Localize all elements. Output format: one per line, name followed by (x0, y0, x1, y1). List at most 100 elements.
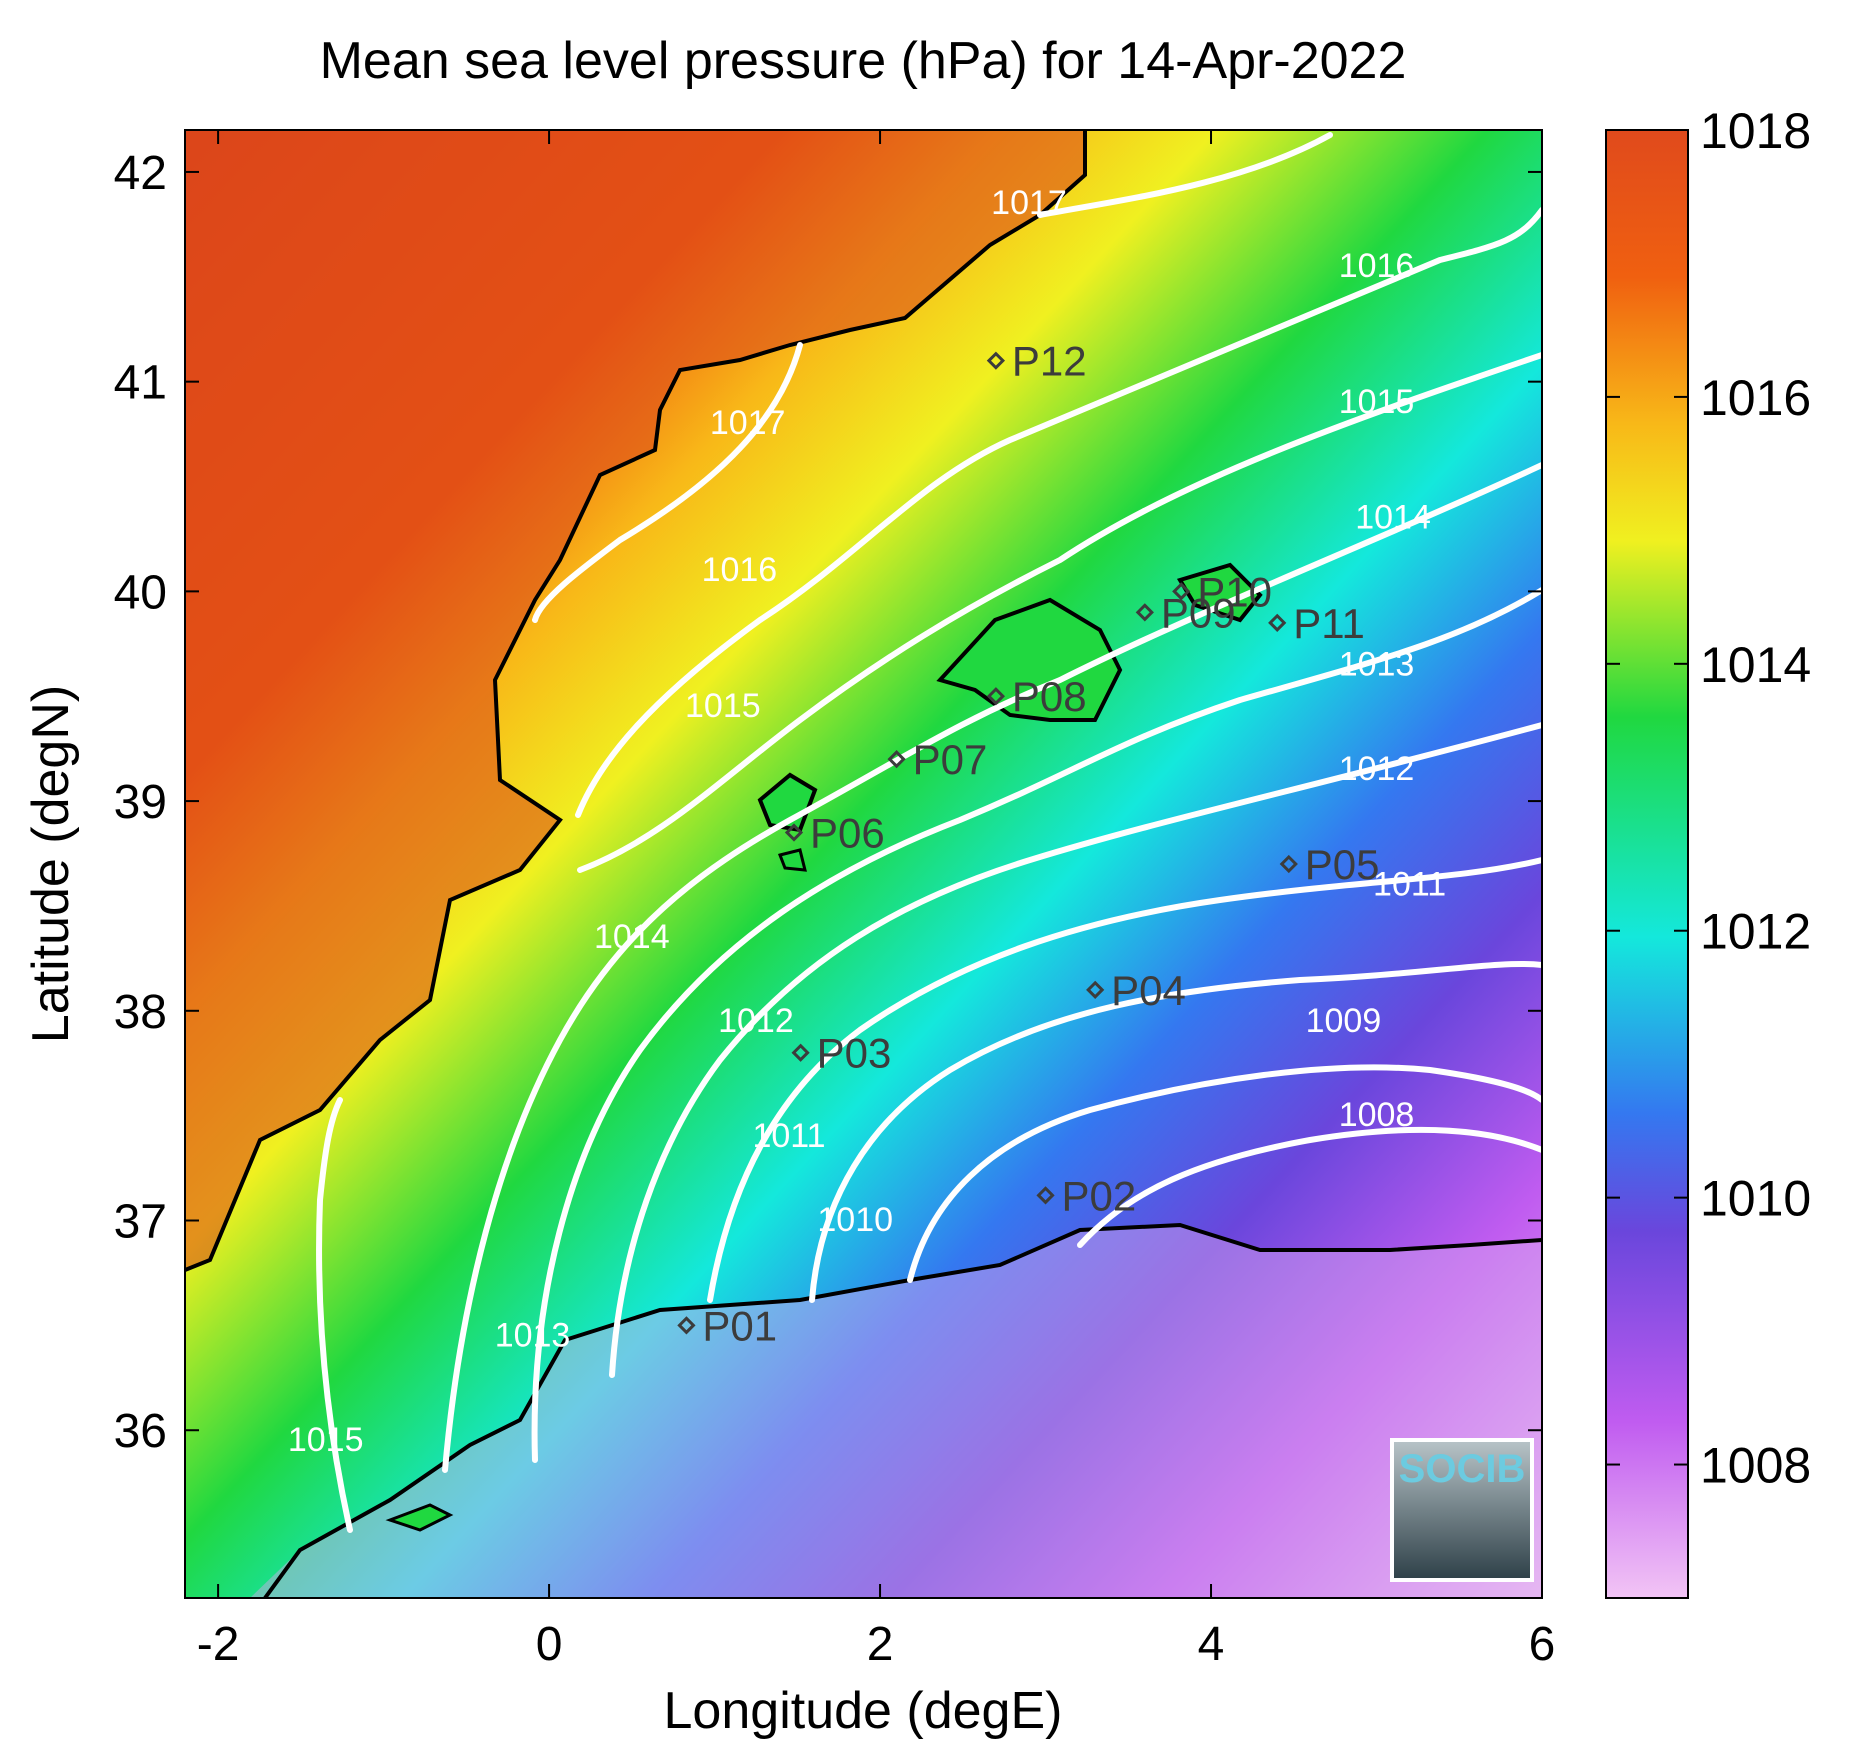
island-formentera (777, 848, 807, 872)
station-p12: P12 (986, 338, 1087, 385)
station-p03: P03 (791, 1030, 892, 1077)
station-p11: P11 (1268, 600, 1365, 647)
plot-frame (184, 129, 1543, 1599)
station-label: P04 (1111, 967, 1186, 1014)
iberian-land (185, 130, 1085, 1270)
station-marker-icon (1279, 854, 1298, 874)
isobar-1009 (907, 1064, 1542, 1283)
isobar-label: 1013 (495, 1316, 571, 1354)
y-axis-label: Latitude (degN) (22, 685, 80, 1043)
isobar-label: 1013 (1339, 645, 1415, 683)
station-marker-icon (1086, 980, 1105, 999)
station-marker-icon (1268, 613, 1287, 632)
isobar-label: 1010 (817, 1201, 893, 1239)
socib-logo-box (1390, 1438, 1534, 1582)
y-tick-label: 37 (114, 1196, 167, 1249)
station-label: P11 (1293, 600, 1365, 647)
x-tick-label: 6 (1529, 1618, 1556, 1671)
isobar-1011 (707, 857, 1542, 1303)
isobar-1017-north (1037, 132, 1333, 218)
socib-logo: SOCIB (1390, 1438, 1534, 1582)
x-tick-label: 0 (536, 1618, 563, 1671)
station-p09: P09 (1135, 589, 1236, 636)
isobar-label: 1009 (1306, 1002, 1382, 1040)
station-p06: P06 (784, 810, 885, 857)
isobar-label: 1012 (718, 1002, 794, 1040)
isobar-1013 (531, 587, 1542, 1463)
x-tick-label: 4 (1198, 1618, 1225, 1671)
station-p10: P10 (1172, 568, 1272, 615)
colorbar-tick-label: 1010 (1700, 1171, 1811, 1227)
station-p02: P02 (1036, 1172, 1137, 1219)
isobar-label: 1016 (1339, 247, 1415, 285)
station-label: P06 (810, 810, 885, 857)
socib-logo-text: SOCIB (1399, 1447, 1526, 1491)
x-tick-label: 2 (867, 1618, 894, 1671)
y-tick-label: 42 (114, 147, 167, 200)
isobar-label: 1017 (991, 184, 1067, 222)
colorbar-tick-label: 1016 (1700, 370, 1811, 426)
station-p04: P04 (1086, 967, 1186, 1014)
x-axis-ticks: -2 0 2 4 6 (197, 130, 1556, 1671)
station-marker-icon (1172, 582, 1191, 601)
station-label: P12 (1012, 338, 1087, 385)
isobar-label: 1015 (1339, 383, 1415, 421)
y-axis-ticks: 36 37 38 39 40 41 42 (114, 147, 1542, 1458)
station-label: P08 (1012, 673, 1087, 720)
station-p07: P07 (887, 736, 988, 783)
isobar-label: 1014 (594, 918, 670, 956)
station-marker-icon (986, 351, 1006, 370)
x-tick-label: -2 (197, 1618, 240, 1671)
colorbar: 1008 1010 1012 1014 1016 1018 (1605, 103, 1811, 1599)
isobar-label: 1011 (752, 1117, 825, 1155)
station-marker-icon (677, 1316, 696, 1335)
station-marker-icon (791, 1043, 810, 1062)
station-p01: P01 (677, 1302, 777, 1349)
station-label: P03 (817, 1030, 892, 1077)
isobar-label: 1014 (1355, 498, 1431, 536)
island-alboran (385, 1503, 454, 1532)
colorbar-tick-label: 1012 (1700, 904, 1811, 960)
station-label: P10 (1197, 568, 1272, 615)
station-marker-icon (1135, 603, 1154, 622)
colorbar-ticks: 1008 1010 1012 1014 1016 1018 (1606, 103, 1811, 1494)
isobar-1012 (609, 722, 1542, 1378)
station-label: P01 (702, 1302, 777, 1349)
station-marker-icon (784, 823, 804, 842)
isobar-1008 (1077, 1126, 1542, 1248)
isobar-1015-coast (577, 352, 1542, 873)
isobar-label: 1017 (710, 404, 786, 442)
coastline-iberia (185, 130, 1087, 1272)
isobar-1017-west (532, 342, 803, 623)
isobar-label: 1015 (685, 687, 761, 725)
y-tick-label: 39 (114, 776, 167, 829)
island-menorca (1176, 562, 1263, 623)
station-marker-icon (1036, 1186, 1055, 1205)
isobar-labels: 1017 1017 1016 1016 1015 1015 1015 1014 1014 1013… (288, 184, 1446, 1459)
isobar-1010 (809, 961, 1542, 1303)
map-plot-area: SOCIB 1017101710161016101510151015101410… (184, 129, 1543, 1599)
isobar-1015-south (316, 1097, 353, 1533)
x-axis-label: Longitude (degE) (664, 1682, 1063, 1740)
y-tick-label: 38 (114, 986, 167, 1039)
y-tick-label: 40 (114, 566, 167, 619)
isobar-label: 1016 (702, 551, 778, 589)
map-title: Mean sea level pressure (hPa) for 14-Apr… (320, 32, 1407, 90)
station-p05: P05 (1279, 841, 1380, 888)
colorbar-tick-label: 1014 (1700, 637, 1811, 693)
african-land (250, 1225, 1542, 1598)
isobar-1014 (442, 462, 1542, 1473)
isobar-label: 1015 (288, 1421, 364, 1459)
station-marker-icon (986, 687, 1006, 706)
station-label: P05 (1305, 841, 1380, 888)
station-label: P07 (913, 736, 988, 783)
station-label: P02 (1062, 1172, 1137, 1219)
y-tick-label: 36 (114, 1405, 167, 1458)
y-tick-label: 41 (114, 357, 167, 410)
station-label: P09 (1161, 589, 1236, 636)
colorbar-tick-label: 1008 (1700, 1438, 1811, 1494)
island-mallorca (936, 597, 1123, 722)
colorbar-gradient (1605, 129, 1689, 1599)
